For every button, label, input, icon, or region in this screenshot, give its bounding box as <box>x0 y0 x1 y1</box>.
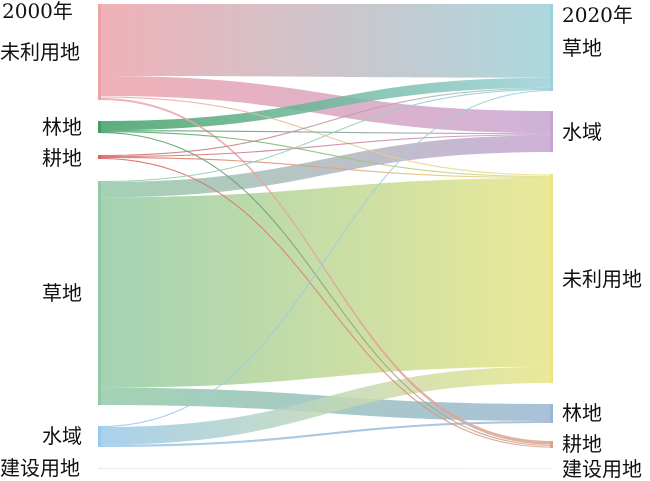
left-node-label-grass: 草地 <box>42 281 82 305</box>
left-node-bar-l-unused <box>98 4 101 100</box>
link-l-forest-to-r-farm <box>99 131 553 446</box>
link-l-grass-to-r-water <box>100 135 552 198</box>
left-node-bar-l-forest <box>98 121 101 133</box>
sankey-nodes <box>98 4 553 469</box>
right-year-label: 2020年 <box>562 3 633 27</box>
left-node-bar-l-built <box>98 468 101 469</box>
right-node-label-built: 建设用地 <box>562 457 642 481</box>
left-node-label-farm: 耕地 <box>42 146 82 170</box>
link-l-grass-to-r-unused <box>100 178 552 388</box>
left-node-label-built: 建设用地 <box>0 456 80 480</box>
left-node-bar-l-grass <box>98 181 101 405</box>
link-l-farm-to-r-unused <box>99 156 553 179</box>
link-l-farm-to-r-farm <box>99 157 553 448</box>
right-node-bar-r-water <box>550 111 553 152</box>
left-node-bar-l-farm <box>98 155 101 159</box>
link-l-farm-to-r-water <box>99 134 553 158</box>
sankey-links <box>99 4 553 470</box>
link-l-farm-to-r-grass <box>99 87 553 157</box>
right-node-bar-r-unused <box>550 174 553 383</box>
left-year-label: 2000年 <box>2 0 73 23</box>
right-node-bar-r-forest <box>550 404 553 423</box>
left-node-label-forest: 林地 <box>42 115 82 139</box>
link-l-unused-to-r-farm <box>100 98 552 445</box>
right-node-label-farm: 耕地 <box>562 432 602 456</box>
right-node-bar-r-built <box>550 468 553 469</box>
link-l-unused-to-r-grass <box>100 4 552 78</box>
right-node-bar-r-farm <box>550 441 553 448</box>
right-node-label-unused: 未利用地 <box>562 267 642 291</box>
right-node-label-water: 水域 <box>562 120 602 144</box>
link-l-water-to-r-grass <box>99 89 553 428</box>
left-node-label-unused: 未利用地 <box>0 40 80 64</box>
link-l-forest-to-r-water <box>99 130 553 135</box>
left-node-label-water: 水域 <box>42 424 82 448</box>
link-l-water-to-r-forest <box>100 421 552 447</box>
link-l-forest-to-r-unused <box>99 131 553 178</box>
link-l-forest-to-r-grass <box>100 77 552 131</box>
left-node-bar-l-water <box>98 426 101 447</box>
right-node-label-grass: 草地 <box>562 36 602 60</box>
link-l-water-to-r-unused <box>100 366 552 445</box>
link-l-grass-to-r-grass <box>99 88 553 183</box>
right-node-bar-r-grass <box>550 4 553 91</box>
right-node-label-forest: 林地 <box>562 401 602 425</box>
